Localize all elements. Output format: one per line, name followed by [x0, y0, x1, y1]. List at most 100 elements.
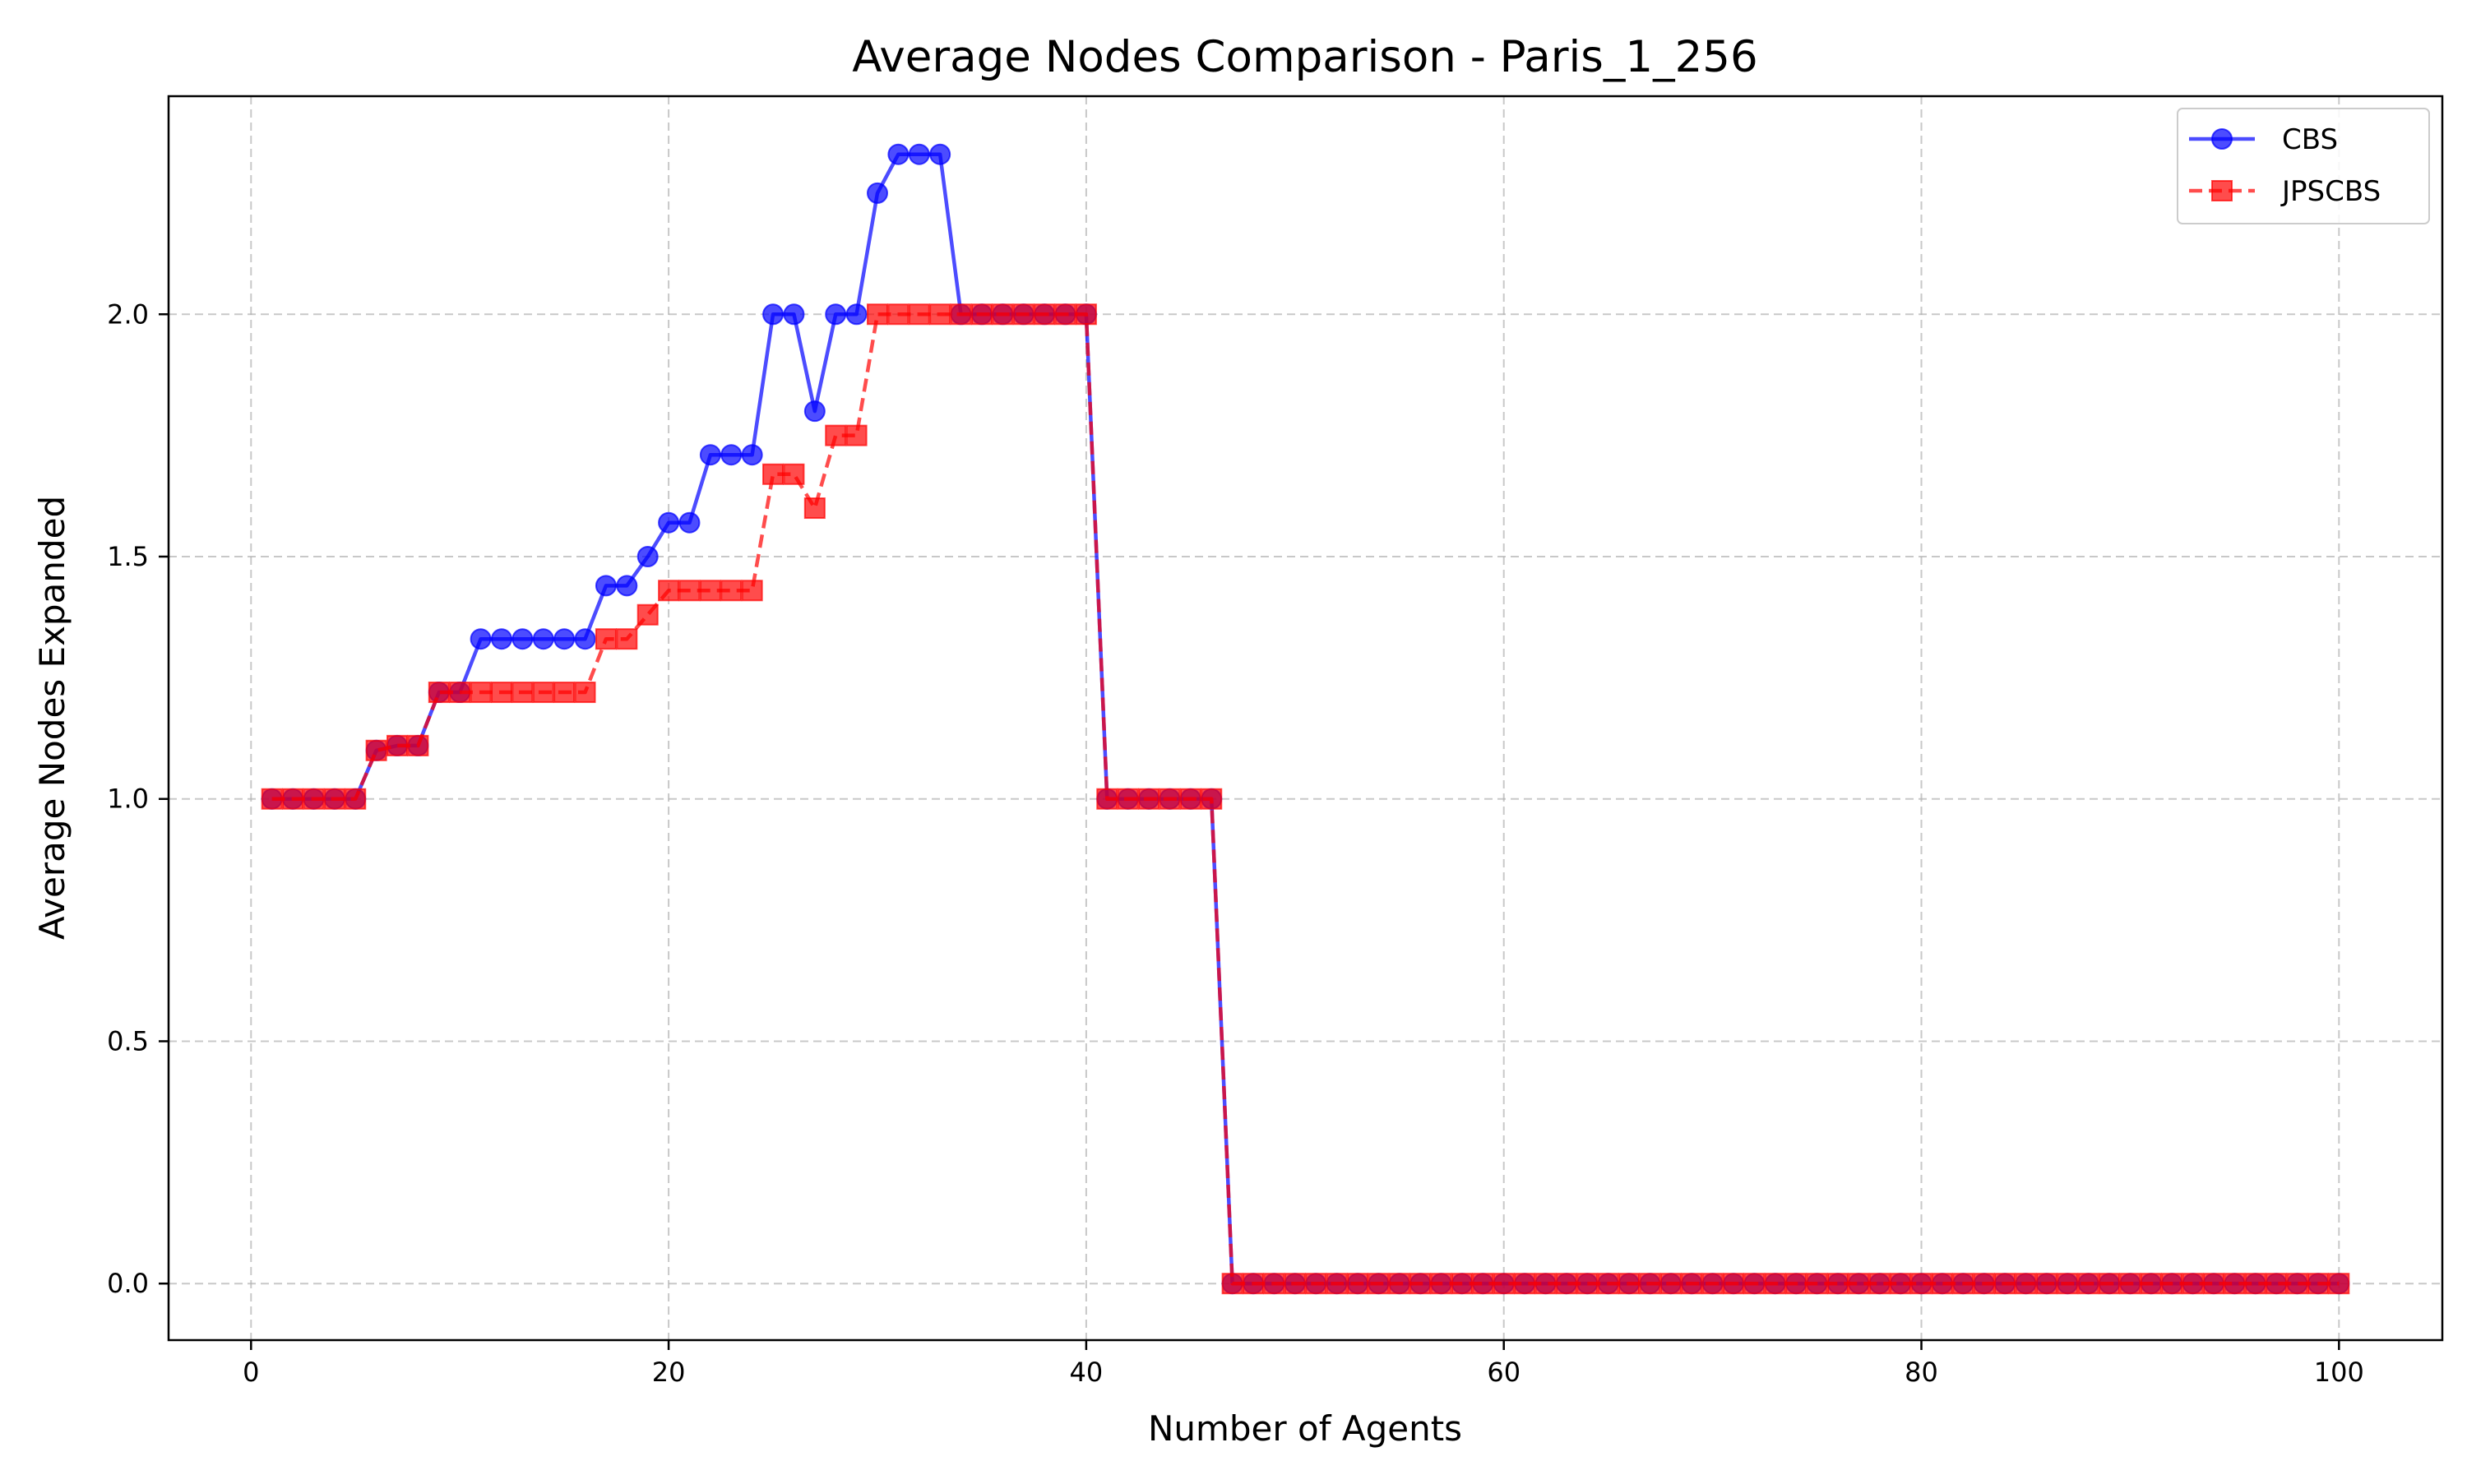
y-tick-label: 2.0	[107, 298, 149, 330]
data-point-jpscbs	[616, 628, 638, 650]
series-jpscbs	[261, 303, 2350, 1295]
data-point-cbs	[678, 511, 701, 534]
data-point-cbs	[616, 575, 638, 597]
data-point-cbs	[908, 143, 930, 165]
data-point-jpscbs	[1764, 1273, 1786, 1295]
legend-label-cbs: CBS	[2282, 123, 2338, 156]
data-point-jpscbs	[2328, 1273, 2350, 1295]
chart-title: Average Nodes Comparison - Paris_1_256	[852, 32, 1757, 82]
data-point-jpscbs	[1409, 1273, 1432, 1295]
data-point-jpscbs	[1179, 788, 1201, 810]
x-tick-label: 0	[243, 1357, 259, 1388]
data-point-jpscbs	[2119, 1273, 2141, 1295]
plot-frame	[167, 95, 2444, 1342]
data-point-jpscbs	[1576, 1273, 1599, 1295]
data-point-jpscbs	[762, 463, 785, 485]
data-point-jpscbs	[1994, 1273, 2016, 1295]
x-tick-label: 20	[652, 1357, 686, 1388]
data-point-jpscbs	[1305, 1273, 1327, 1295]
data-point-jpscbs	[845, 424, 868, 446]
data-point-jpscbs	[1701, 1273, 1724, 1295]
data-point-jpscbs	[1493, 1273, 1515, 1295]
data-point-jpscbs	[2286, 1273, 2308, 1295]
data-point-jpscbs	[970, 303, 993, 326]
data-point-jpscbs	[574, 682, 596, 704]
data-point-cbs	[825, 303, 847, 326]
data-point-cbs	[887, 143, 910, 165]
data-point-jpscbs	[1034, 303, 1056, 326]
data-point-jpscbs	[365, 739, 387, 761]
data-point-jpscbs	[1826, 1273, 1849, 1295]
data-point-jpscbs	[1785, 1273, 1807, 1295]
data-point-jpscbs	[1430, 1273, 1452, 1295]
data-point-cbs	[762, 303, 785, 326]
data-point-jpscbs	[1973, 1273, 1995, 1295]
data-point-jpscbs	[720, 580, 743, 602]
data-point-jpscbs	[887, 303, 910, 326]
data-point-jpscbs	[1743, 1273, 1766, 1295]
data-point-jpscbs	[1326, 1273, 1348, 1295]
data-point-jpscbs	[2077, 1273, 2099, 1295]
x-tick-label: 60	[1487, 1357, 1520, 1388]
data-point-jpscbs	[1931, 1273, 1953, 1295]
data-point-cbs	[720, 444, 743, 466]
data-point-jpscbs	[1054, 303, 1076, 326]
data-point-jpscbs	[2182, 1273, 2204, 1295]
data-point-jpscbs	[1681, 1273, 1703, 1295]
data-point-jpscbs	[1243, 1273, 1265, 1295]
data-point-jpscbs	[1117, 788, 1139, 810]
data-point-jpscbs	[2057, 1273, 2079, 1295]
data-point-jpscbs	[1368, 1273, 1390, 1295]
data-point-jpscbs	[929, 303, 951, 326]
legend: CBS JPSCBS	[2177, 108, 2430, 224]
data-point-jpscbs	[741, 580, 763, 602]
data-point-jpscbs	[407, 734, 429, 756]
data-point-jpscbs	[470, 682, 492, 704]
data-point-jpscbs	[2035, 1273, 2057, 1295]
data-point-jpscbs	[1138, 788, 1160, 810]
data-point-jpscbs	[428, 682, 450, 704]
data-point-cbs	[636, 545, 659, 567]
data-point-cbs	[553, 628, 576, 650]
x-tick-label: 40	[1070, 1357, 1104, 1388]
data-point-jpscbs	[532, 682, 554, 704]
data-point-jpscbs	[1284, 1273, 1306, 1295]
data-point-jpscbs	[783, 463, 805, 485]
data-point-jpscbs	[386, 734, 409, 756]
data-point-jpscbs	[1723, 1273, 1745, 1295]
data-point-jpscbs	[1096, 788, 1118, 810]
data-point-cbs	[845, 303, 868, 326]
data-point-jpscbs	[678, 580, 701, 602]
x-tick-label: 80	[1905, 1357, 1938, 1388]
data-point-jpscbs	[1451, 1273, 1473, 1295]
data-point-jpscbs	[1952, 1273, 1974, 1295]
data-point-cbs	[532, 628, 554, 650]
data-point-cbs	[699, 444, 721, 466]
data-point-jpscbs	[2099, 1273, 2121, 1295]
data-point-jpscbs	[511, 682, 534, 704]
data-point-jpscbs	[1534, 1273, 1557, 1295]
data-point-jpscbs	[636, 603, 659, 626]
x-axis-title: Number of Agents	[1148, 1408, 1462, 1449]
data-point-jpscbs	[1659, 1273, 1682, 1295]
data-point-cbs	[658, 511, 680, 534]
data-point-jpscbs	[1075, 303, 1097, 326]
data-point-jpscbs	[699, 580, 721, 602]
data-point-jpscbs	[2307, 1273, 2329, 1295]
data-point-jpscbs	[2266, 1273, 2288, 1295]
data-point-jpscbs	[1597, 1273, 1619, 1295]
data-point-jpscbs	[323, 788, 345, 810]
series-layer	[261, 143, 2350, 1295]
data-point-jpscbs	[2015, 1273, 2037, 1295]
data-point-cbs	[866, 182, 888, 204]
axis-ticks: 0 20 40 60 80 100 0.0 0.5 1.0 1.5 2.0	[107, 298, 2364, 1388]
data-point-jpscbs	[1012, 303, 1034, 326]
data-point-jpscbs	[2161, 1273, 2183, 1295]
y-tick-label: 1.0	[107, 784, 149, 815]
data-point-jpscbs	[2202, 1273, 2224, 1295]
data-point-jpscbs	[950, 303, 972, 326]
legend-marker-jpscbs	[2211, 180, 2233, 201]
data-point-jpscbs	[595, 628, 617, 650]
data-point-jpscbs	[1388, 1273, 1410, 1295]
y-axis-title: Average Nodes Expanded	[32, 496, 72, 940]
